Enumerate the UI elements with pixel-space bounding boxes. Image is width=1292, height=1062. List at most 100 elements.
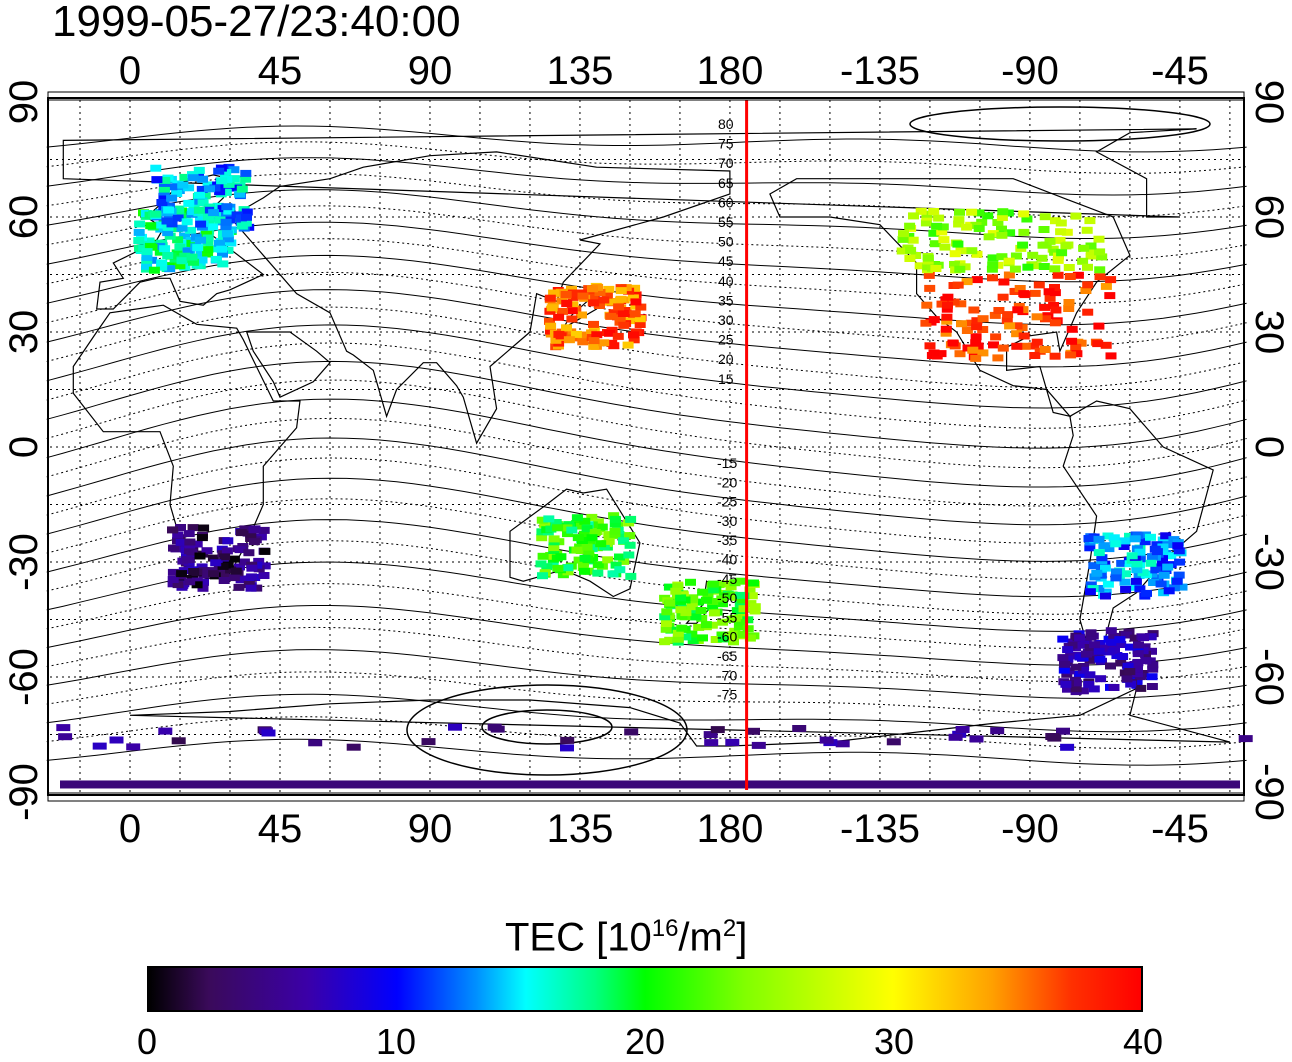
- tec-cell: [179, 232, 191, 240]
- tec-cell: [557, 307, 568, 315]
- tec-cell: [1120, 585, 1132, 593]
- tec-cell: [624, 532, 636, 540]
- tec-cell: [954, 265, 966, 273]
- tec-cell: [996, 253, 1008, 261]
- tec-cell: [308, 739, 323, 747]
- tec-cell: [200, 230, 212, 238]
- tec-cell: [717, 635, 729, 643]
- tec-cell: [545, 322, 557, 330]
- tec-cell: [1078, 244, 1090, 252]
- tec-cell: [1093, 647, 1105, 655]
- tec-cell: [716, 631, 728, 639]
- lat-tick-left: 60: [2, 195, 46, 240]
- tec-cell: [996, 231, 1008, 239]
- contour-label: -65: [717, 648, 737, 664]
- tec-cell: [1052, 256, 1064, 264]
- tec-cell: [987, 254, 999, 262]
- tec-cell: [1108, 534, 1120, 542]
- tec-cell: [571, 514, 583, 522]
- tec-cell: [221, 203, 233, 211]
- lon-tick-bottom: -90: [1001, 807, 1059, 851]
- tec-cell: [1055, 219, 1067, 227]
- contour-label: -75: [717, 687, 737, 703]
- tec-cell: [167, 576, 179, 583]
- tec-cell: [897, 235, 909, 243]
- tec-cell: [92, 742, 107, 750]
- tec-cell: [577, 292, 589, 300]
- tec-cell: [235, 529, 247, 537]
- tec-cell: [578, 530, 590, 538]
- lat-tick-left: 0: [2, 436, 46, 458]
- tec-cell: [220, 169, 232, 177]
- tec-cell: [172, 214, 184, 222]
- tec-cell: [217, 562, 229, 570]
- tec-cell: [693, 623, 705, 631]
- tec-cell: [748, 579, 759, 587]
- tec-cell: [971, 250, 983, 258]
- tec-cell: [1080, 287, 1092, 294]
- tec-cell: [742, 625, 754, 633]
- lat-lon-grid: [50, 100, 1242, 793]
- tec-cell: [1038, 226, 1050, 233]
- tec-cell: [231, 184, 243, 192]
- tec-cell: [659, 638, 671, 646]
- tec-cell: [595, 540, 607, 548]
- tec-cell: [907, 236, 919, 244]
- tec-cell: [1027, 251, 1039, 259]
- tec-cell: [609, 515, 621, 523]
- tec-cell: [1004, 229, 1016, 237]
- tec-map[interactable]: 80 75 70 65 60 55 50 45 40 35 30 25 20 15 -15 -20 -25 -30…: [0, 0, 1292, 900]
- tec-cell: [910, 252, 922, 259]
- tec-cell: [1148, 579, 1160, 586]
- tec-cell: [1050, 306, 1062, 314]
- tec-cell: [198, 571, 210, 579]
- tec-cell: [612, 332, 624, 340]
- tec-cell: [977, 349, 989, 357]
- tec-cell: [581, 543, 593, 551]
- tec-cell: [1039, 346, 1051, 353]
- tec-cell: [1134, 548, 1146, 556]
- tec-cell: [987, 261, 999, 269]
- tec-cell: [1124, 668, 1136, 675]
- tec-cell: [792, 725, 807, 732]
- tec-cell: [1171, 577, 1183, 585]
- tec-cell: [717, 618, 729, 626]
- tec-cell: [202, 250, 214, 258]
- tec-cell: [198, 578, 209, 586]
- tec-cell: [1126, 552, 1138, 560]
- tec-cell: [167, 568, 179, 576]
- tec-cell: [1060, 242, 1072, 250]
- tec-cell: [992, 354, 1004, 362]
- tec-cell: [156, 199, 168, 206]
- tec-cell: [1110, 574, 1122, 582]
- tec-cell: [561, 324, 572, 332]
- tec-cell: [1102, 532, 1114, 540]
- tec-cell: [1066, 325, 1078, 333]
- tec-cell: [1094, 273, 1106, 281]
- tec-cell: [990, 727, 1005, 735]
- tec-cell: [198, 524, 210, 532]
- lat-tick-right: -90: [1247, 763, 1291, 821]
- tec-cell: [1009, 265, 1021, 273]
- coastlines: [62, 128, 1231, 747]
- tec-cell: [687, 594, 699, 602]
- tec-cell: [1084, 217, 1096, 225]
- tec-cell: [710, 636, 722, 643]
- tec-cell: [608, 342, 620, 350]
- tec-cell: [997, 208, 1009, 216]
- tec-cell: [218, 577, 230, 584]
- tec-cell: [172, 531, 184, 539]
- page-title: 1999-05-27/23:40:00: [52, 0, 461, 46]
- tec-cell: [159, 176, 171, 184]
- tec-cell: [622, 341, 634, 349]
- contour-label: -50: [717, 590, 737, 606]
- tec-cell: [955, 247, 967, 255]
- tec-cell: [225, 566, 237, 574]
- lat-tick-right: 60: [1247, 195, 1291, 240]
- colorbar-tick-label: 30: [873, 1021, 915, 1062]
- lon-tick-top: -45: [1151, 49, 1209, 93]
- tec-cell: [541, 563, 553, 571]
- tec-cell: [1084, 544, 1096, 552]
- tec-cell: [623, 287, 635, 295]
- tec-cell: [1139, 643, 1151, 651]
